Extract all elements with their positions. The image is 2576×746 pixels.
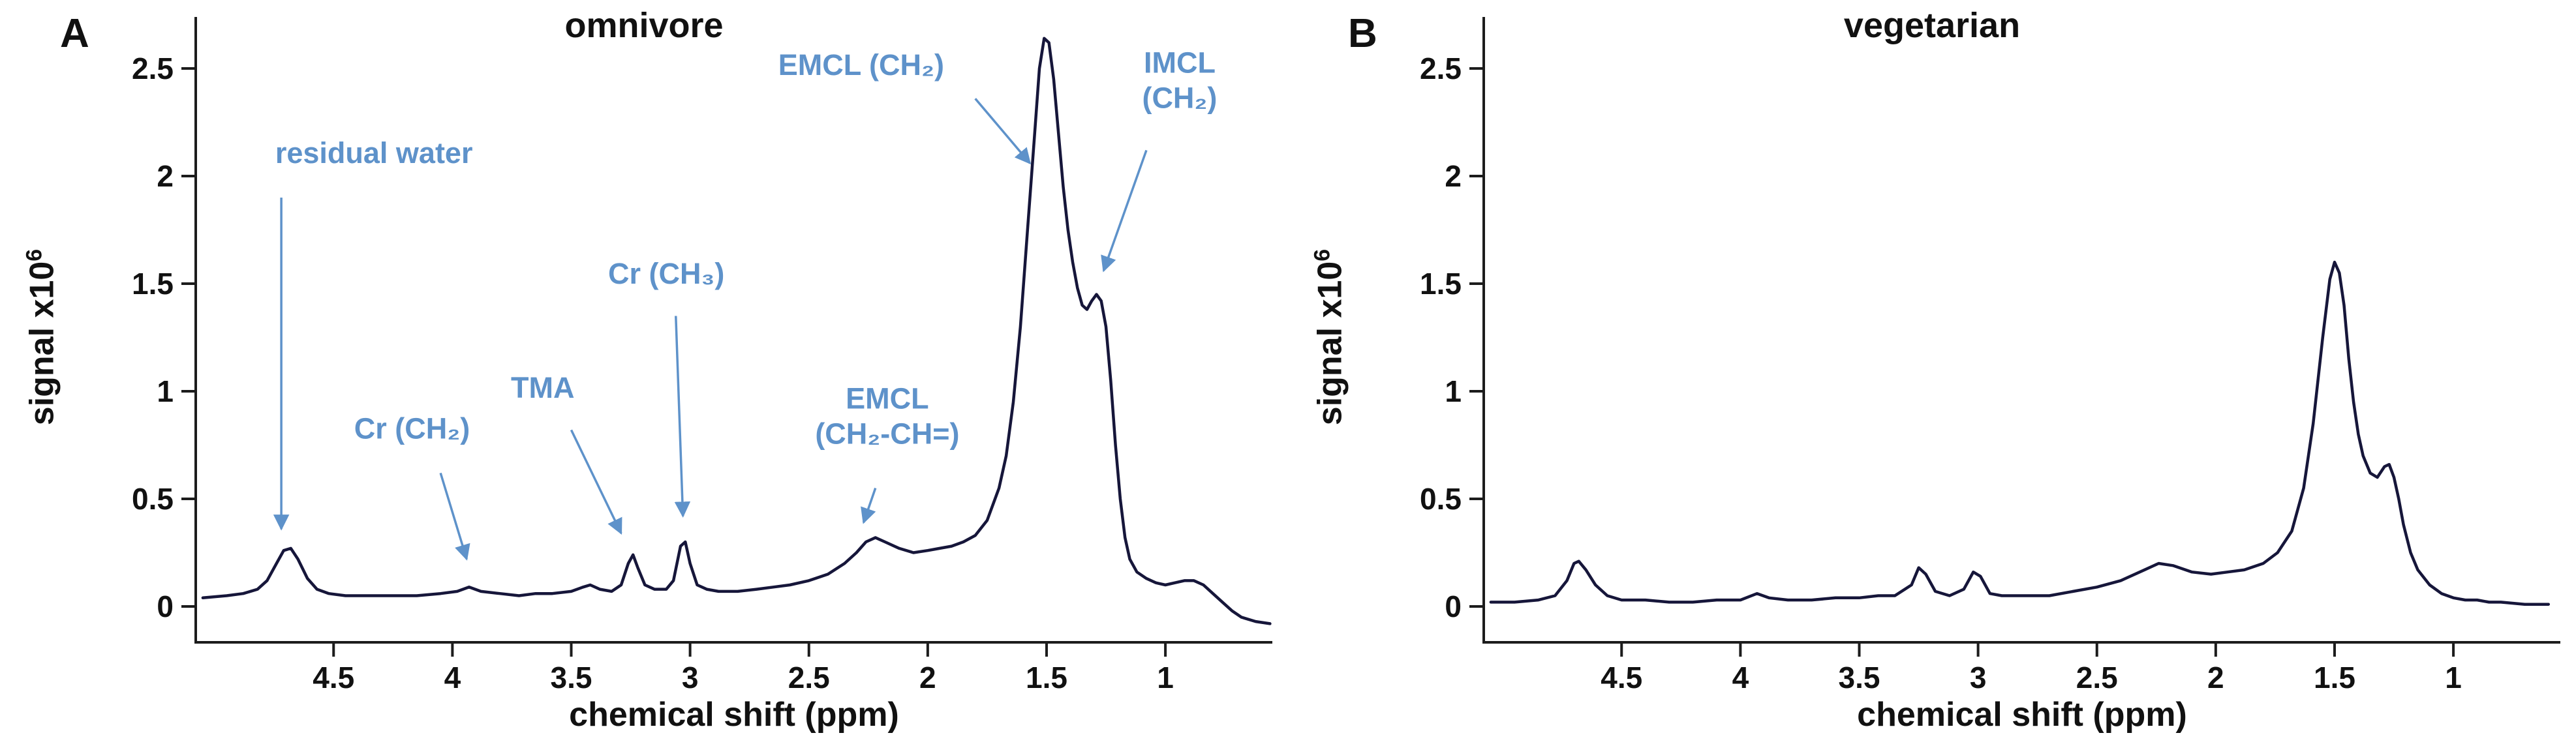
annotation-arrow	[570, 429, 622, 535]
peak-annotation: Cr (CH₃)	[608, 257, 724, 518]
annotation-arrow	[1101, 149, 1148, 273]
x-tick-label: 4.5	[313, 661, 354, 694]
peak-annotation: TMA	[511, 371, 622, 535]
annotation-text: Cr (CH₂)	[354, 412, 470, 445]
x-tick-label: 3	[1970, 661, 1987, 694]
y-tick-label: 2.5	[132, 52, 174, 85]
spectrum-curve	[201, 37, 1272, 625]
annotation-text: Cr (CH₃)	[608, 257, 724, 290]
x-tick-label: 3.5	[551, 661, 592, 694]
peak-annotation: EMCL(CH₂-CH=)	[815, 381, 960, 524]
annotation-arrow	[974, 98, 1032, 165]
panel-vegetarian: 4.5 4 3.5 3 2.5 2 1.5 1 0 0.5 1 1.5 2 2.5 B vegetaria…	[1288, 0, 2576, 746]
x-axis-label: chemical shift (ppm)	[196, 695, 1272, 734]
y-tick-label: 0.5	[132, 482, 174, 516]
spectrum-curve	[1489, 260, 2551, 606]
x-axis-label-text: chemical shift (ppm)	[1857, 696, 2187, 734]
x-tick-label: 4.5	[1601, 661, 1642, 694]
x-axis-label: chemical shift (ppm)	[1484, 695, 2560, 734]
y-axis-label: signal x106	[1310, 249, 1349, 425]
x-tick-label: 1	[2445, 661, 2462, 694]
x-tick-label: 1	[1157, 661, 1174, 694]
y-axis-label-exponent: 6	[22, 248, 47, 261]
y-axis-label-exponent: 6	[1310, 248, 1335, 261]
x-tick-label: 2	[2207, 661, 2224, 694]
annotation-text: IMCL	[1144, 46, 1216, 80]
annotation-arrow	[439, 472, 470, 561]
y-tick-label: 0.5	[1420, 482, 1462, 516]
y-axis-label-text: signal x10	[23, 261, 61, 426]
x-tick-label: 3.5	[1839, 661, 1880, 694]
y-axis-label: signal x106	[22, 249, 61, 425]
y-tick-label: 0	[1445, 589, 1462, 623]
annotation-text: residual water	[275, 136, 473, 170]
x-tick-label: 4	[444, 661, 461, 694]
y-tick-label: 1.5	[1420, 267, 1462, 301]
x-tick-label: 4	[1732, 661, 1749, 694]
annotation-text: (CH₂)	[1142, 82, 1217, 115]
panel-label-b: B	[1348, 11, 1377, 56]
panel-title-vegetarian: vegetarian	[1843, 6, 2021, 45]
y-axis-label-text: signal x10	[1311, 261, 1349, 426]
peak-annotation: EMCL (CH₂)	[778, 48, 1032, 165]
omnivore-spectrum-plot: 4.5 4 3.5 3 2.5 2 1.5 1 0 0.5 1 1.5 2 2.5 residual wat…	[132, 17, 1272, 694]
x-tick-label: 2.5	[2076, 661, 2118, 694]
annotation-arrow	[674, 316, 691, 518]
peak-annotation: residual water	[273, 136, 473, 531]
panel-omnivore: 4.5 4 3.5 3 2.5 2 1.5 1 0 0.5 1 1.5 2 2.5 residual wat…	[22, 6, 1272, 734]
x-tick-label: 2	[919, 661, 936, 694]
annotation-text: TMA	[511, 371, 574, 404]
annotation-arrow	[861, 487, 877, 524]
y-tick-label: 0	[157, 589, 174, 623]
x-tick-label: 1.5	[1026, 661, 1067, 694]
panel-label-a: A	[60, 11, 89, 56]
y-tick-label: 2	[1445, 159, 1462, 193]
y-tick-label: 1.5	[132, 267, 174, 301]
x-tick-label: 1.5	[2314, 661, 2355, 694]
y-tick-label: 2	[157, 159, 174, 193]
x-tick-label: 3	[682, 661, 699, 694]
annotation-text: EMCL (CH₂)	[778, 48, 944, 82]
peak-annotation: Cr (CH₂)	[354, 412, 470, 561]
annotation-text: (CH₂-CH=)	[815, 417, 959, 450]
annotation-text: EMCL	[846, 381, 929, 415]
x-axis-label-text: chemical shift (ppm)	[569, 696, 899, 734]
y-tick-label: 1	[157, 374, 174, 408]
vegetarian-spectrum-plot: 4.5 4 3.5 3 2.5 2 1.5 1 0 0.5 1 1.5 2 2.5	[1420, 17, 2560, 694]
y-tick-label: 2.5	[1420, 52, 1462, 85]
y-tick-label: 1	[1445, 374, 1462, 408]
peak-annotation: IMCL(CH₂)	[1101, 46, 1217, 273]
panel-title-omnivore: omnivore	[564, 6, 724, 45]
x-tick-label: 2.5	[788, 661, 830, 694]
